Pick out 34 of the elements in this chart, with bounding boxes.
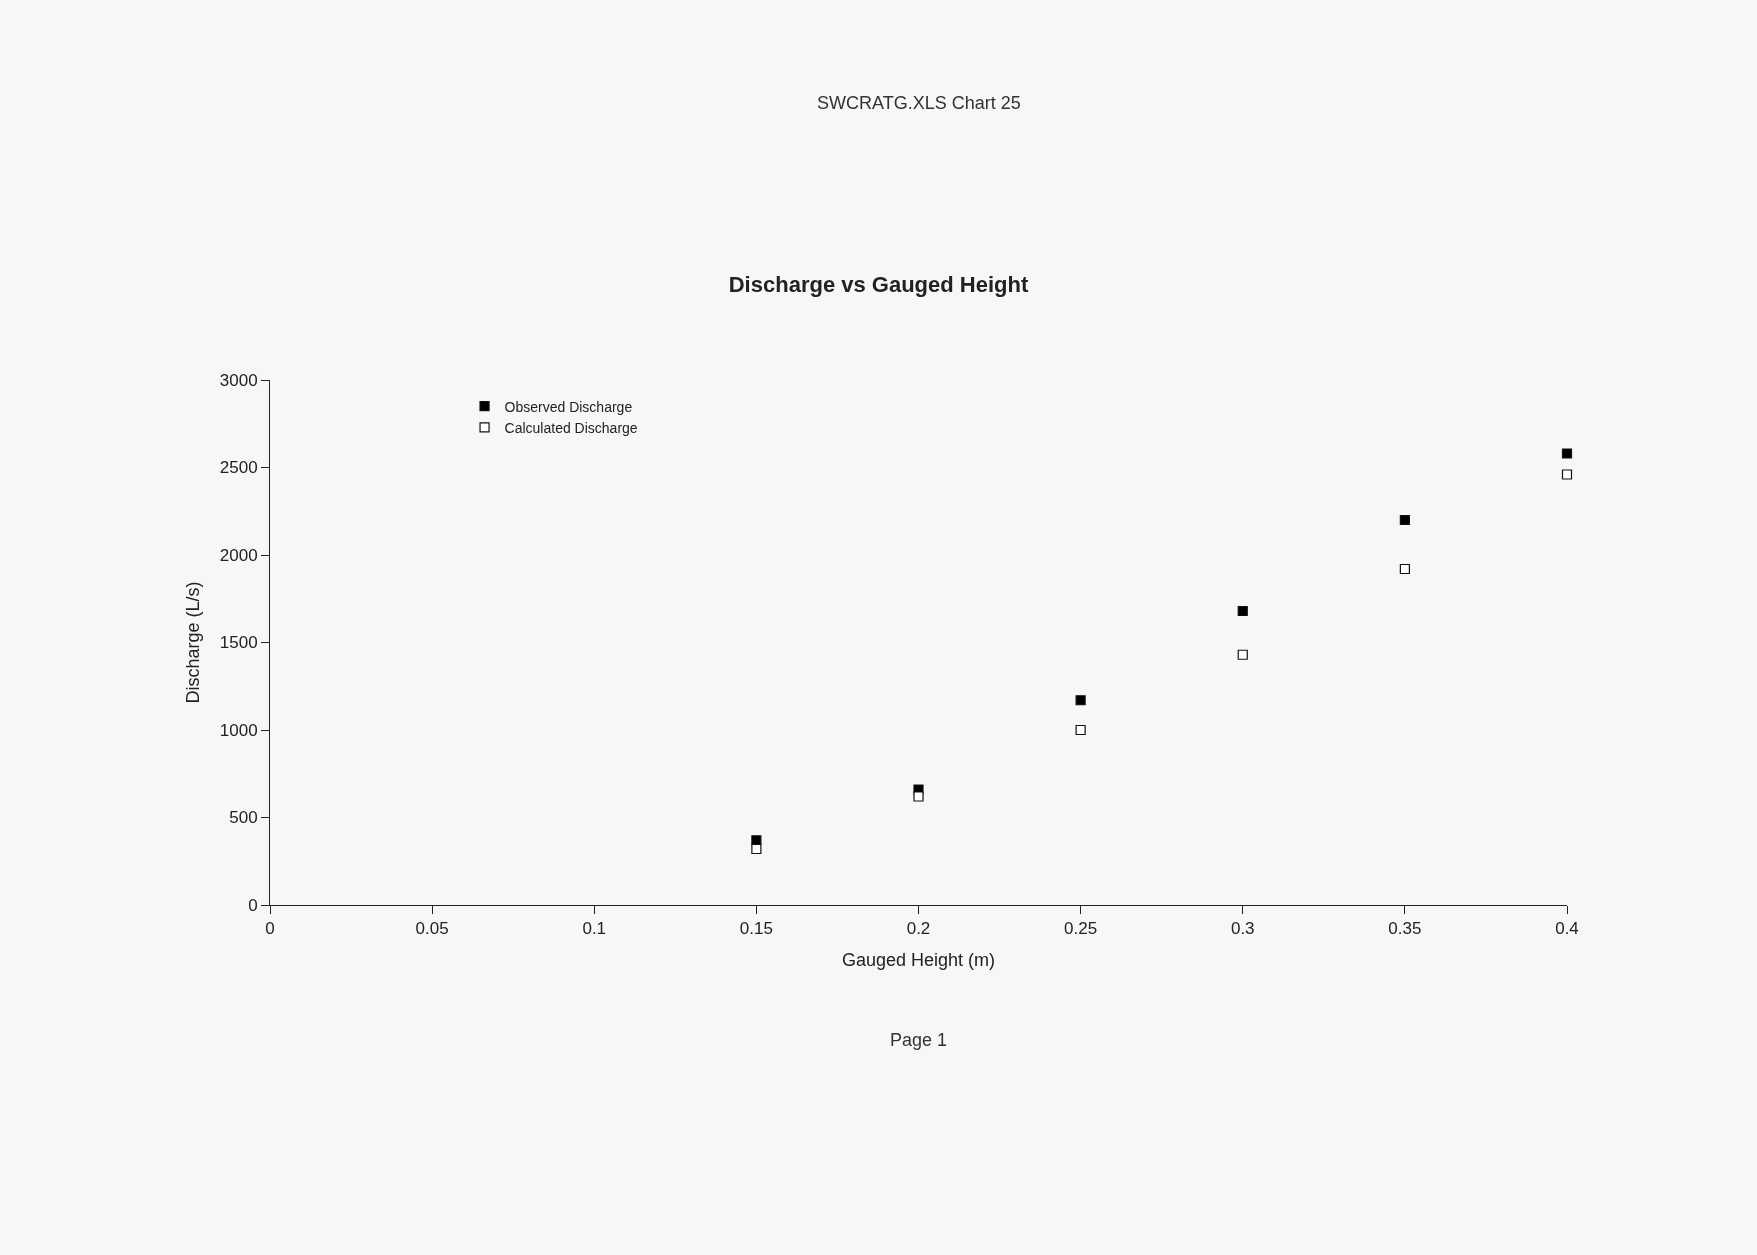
point — [1237, 605, 1248, 617]
y-tick-label: 3000 — [219, 370, 258, 390]
chart-subtitle: SWCRATG.XLS Chart 25 — [817, 93, 1021, 113]
legend-label: Calculated Discharge — [504, 419, 638, 436]
x-tick-label: 0 — [265, 919, 275, 939]
x-tick-label: 0.4 — [1555, 919, 1579, 939]
x-tick-label: 0.2 — [906, 919, 931, 939]
chart-title: Discharge vs Gauged Height — [728, 271, 1029, 297]
y-tick-label: 2000 — [219, 545, 258, 565]
y-axis-title: Discharge (L/s) — [182, 581, 203, 704]
y-tick-label: 2500 — [219, 458, 258, 478]
text: Page 1 — [890, 1030, 948, 1050]
x-tick-label: 0.1 — [582, 919, 607, 939]
x-axis-title: Gauged Height (m) — [841, 949, 996, 970]
point — [1237, 649, 1248, 660]
point — [1075, 724, 1086, 736]
y-tick-label: 1500 — [219, 633, 258, 653]
point — [1561, 469, 1573, 480]
x-tick-label: 0.05 — [415, 919, 449, 939]
y-tick-label: 0 — [248, 895, 258, 915]
point — [1399, 563, 1410, 575]
x-tick-label: 0.35 — [1388, 919, 1422, 939]
x-tick-label: 0.25 — [1064, 919, 1098, 939]
point — [1561, 448, 1573, 459]
point — [913, 791, 924, 802]
point — [1399, 514, 1410, 526]
x-tick-label: 0.3 — [1230, 919, 1255, 939]
point — [751, 835, 762, 846]
point — [1075, 695, 1086, 706]
y-tick-label: 500 — [229, 808, 258, 828]
legend-label: Observed Discharge — [504, 398, 633, 415]
x-tick-label: 0.15 — [739, 919, 773, 939]
y-tick-label: 1000 — [219, 720, 258, 740]
point — [751, 843, 762, 855]
